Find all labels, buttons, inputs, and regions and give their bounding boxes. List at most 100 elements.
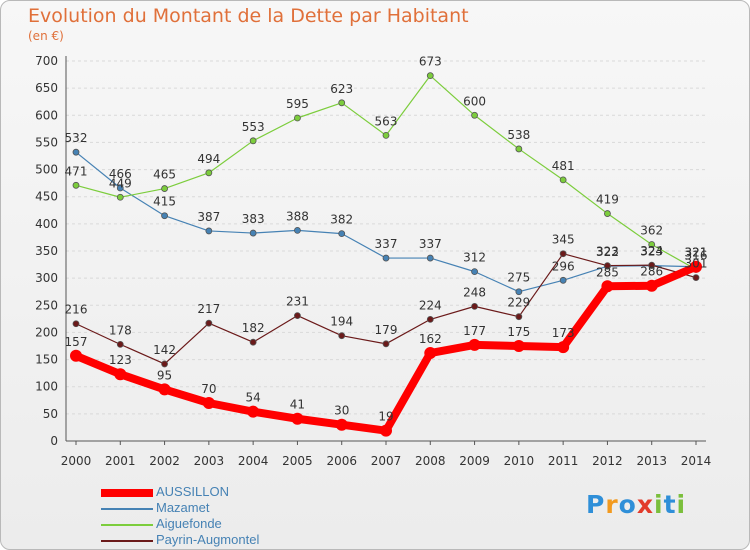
data-point xyxy=(161,360,168,368)
data-point xyxy=(202,397,215,409)
data-label: 41 xyxy=(290,398,305,412)
data-label: 382 xyxy=(330,213,353,227)
data-point xyxy=(72,320,80,328)
y-tick-label: 0 xyxy=(50,434,58,448)
data-label: 563 xyxy=(375,114,398,128)
y-tick-label: 350 xyxy=(35,244,58,258)
data-point xyxy=(468,338,481,351)
data-point xyxy=(515,288,523,296)
data-label: 323 xyxy=(596,245,619,259)
data-point xyxy=(380,424,392,437)
x-tick-label: 2009 xyxy=(459,454,490,468)
data-point xyxy=(249,137,257,145)
data-point xyxy=(604,262,611,270)
data-point xyxy=(205,227,213,235)
logo-letter: o xyxy=(618,490,637,519)
data-label: 466 xyxy=(109,167,132,181)
data-point xyxy=(601,280,614,293)
data-point xyxy=(294,226,301,234)
data-label: 275 xyxy=(507,271,530,285)
data-label: 123 xyxy=(109,353,132,367)
data-point xyxy=(426,315,434,323)
data-label: 321 xyxy=(685,246,708,260)
data-label: 248 xyxy=(463,285,486,299)
legend-swatch xyxy=(101,489,153,497)
data-point xyxy=(291,412,304,425)
legend-label: Aiguefonde xyxy=(156,516,222,531)
data-label: 387 xyxy=(197,210,220,224)
data-label: 345 xyxy=(552,233,575,247)
data-label: 419 xyxy=(596,193,619,207)
data-point xyxy=(557,341,570,354)
data-label: 224 xyxy=(419,298,442,312)
data-label: 388 xyxy=(286,209,309,223)
x-tick-label: 2002 xyxy=(149,454,180,468)
data-label: 337 xyxy=(419,237,442,251)
data-label: 312 xyxy=(463,251,486,265)
data-point xyxy=(335,418,348,431)
x-tick-label: 2013 xyxy=(636,454,667,468)
data-point xyxy=(645,279,658,292)
y-tick-label: 50 xyxy=(43,407,58,421)
data-label: 623 xyxy=(330,82,353,96)
data-point xyxy=(471,302,478,310)
chart-unit-label: (en €) xyxy=(28,29,64,43)
x-tick-label: 2006 xyxy=(326,454,357,468)
data-label: 216 xyxy=(65,303,88,317)
legend-label: Mazamet xyxy=(156,500,210,515)
data-point xyxy=(512,340,525,352)
data-point xyxy=(116,193,124,201)
data-label: 162 xyxy=(419,332,442,346)
data-label: 383 xyxy=(242,212,265,226)
x-tick-label: 2004 xyxy=(238,454,269,468)
data-point xyxy=(249,229,257,237)
y-tick-label: 600 xyxy=(35,108,58,122)
data-label: 465 xyxy=(153,168,176,182)
data-label: 595 xyxy=(286,97,309,111)
data-point xyxy=(515,145,523,153)
logo-letter: i xyxy=(654,490,664,519)
data-label: 54 xyxy=(246,391,261,405)
data-label: 217 xyxy=(197,302,220,316)
data-label: 229 xyxy=(507,296,530,310)
data-label: 157 xyxy=(65,335,88,349)
data-point xyxy=(114,368,127,381)
data-point xyxy=(294,114,301,122)
x-tick-label: 2014 xyxy=(681,454,712,468)
data-point xyxy=(604,210,611,217)
data-point xyxy=(161,212,168,220)
data-point xyxy=(648,241,656,248)
data-point xyxy=(116,340,124,348)
logo-letter: i xyxy=(676,490,687,519)
legend-swatch xyxy=(101,508,153,510)
data-point xyxy=(426,254,434,262)
data-label: 600 xyxy=(463,94,486,108)
x-tick-label: 2001 xyxy=(105,454,136,468)
data-point xyxy=(382,340,390,348)
data-point xyxy=(247,405,260,418)
data-label: 316 xyxy=(685,248,708,262)
data-label: 471 xyxy=(65,164,88,178)
x-tick-label: 2003 xyxy=(194,454,225,468)
data-label: 19 xyxy=(378,410,393,424)
data-point xyxy=(471,268,478,276)
data-label: 324 xyxy=(640,244,663,258)
y-tick-label: 200 xyxy=(35,325,58,339)
data-label: 179 xyxy=(375,323,398,337)
data-point xyxy=(205,169,213,177)
data-label: 285 xyxy=(596,265,619,279)
data-point xyxy=(648,261,656,269)
data-point xyxy=(692,274,700,282)
data-point xyxy=(294,312,301,320)
chart-title: Evolution du Montant de la Dette par Hab… xyxy=(28,5,469,27)
data-point xyxy=(426,72,434,80)
x-tick-label: 2011 xyxy=(548,454,579,468)
x-tick-label: 2012 xyxy=(592,454,623,468)
data-label: 177 xyxy=(463,324,486,338)
data-point xyxy=(72,148,80,156)
data-label: 182 xyxy=(242,321,265,335)
legend-label: AUSSILLON xyxy=(156,484,229,499)
data-label: 175 xyxy=(507,325,530,339)
data-label: 337 xyxy=(375,237,398,251)
